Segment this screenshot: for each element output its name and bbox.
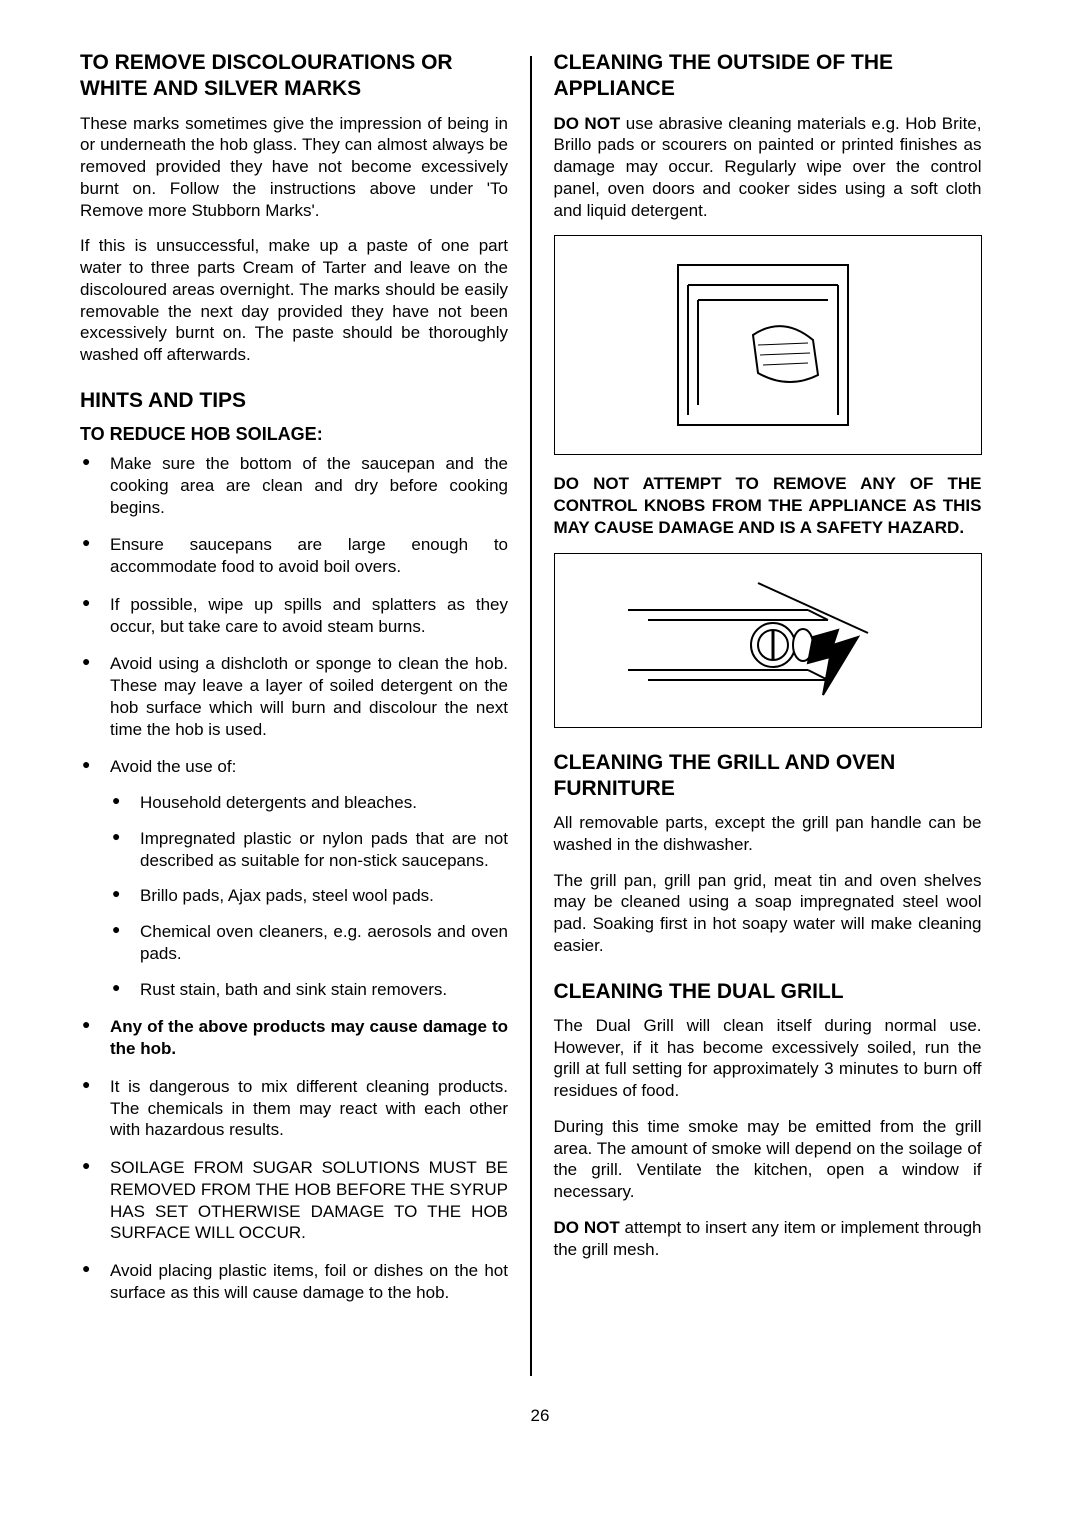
do-not-label: DO NOT — [554, 114, 621, 133]
para-dual-3: DO NOT attempt to insert any item or imp… — [554, 1217, 982, 1261]
heading-remove-discolourations: TO REMOVE DISCOLOURATIONS OR WHITE AND S… — [80, 50, 508, 103]
list-item: SOILAGE FROM SUGAR SOLUTIONS MUST BE REM… — [80, 1157, 508, 1244]
heading-hints-tips: HINTS AND TIPS — [80, 388, 508, 414]
list-item: Household detergents and bleaches. — [110, 792, 508, 814]
list-item: Avoid the use of: Household detergents a… — [80, 756, 508, 1000]
right-column: CLEANING THE OUTSIDE OF THE APPLIANCE DO… — [532, 50, 992, 1376]
left-column: TO REMOVE DISCOLOURATIONS OR WHITE AND S… — [70, 50, 530, 1376]
figure-oven-cleaning — [554, 235, 982, 455]
para-furn-2: The grill pan, grill pan grid, meat tin … — [554, 870, 982, 957]
warning-knobs: DO NOT ATTEMPT TO REMOVE ANY OF THE CONT… — [554, 473, 982, 538]
list-item-bold: Any of the above products may cause dama… — [80, 1016, 508, 1060]
nested-list: Household detergents and bleaches. Impre… — [110, 792, 508, 1000]
list-item: Ensure saucepans are large enough to acc… — [80, 534, 508, 578]
tips-list: Make sure the bottom of the saucepan and… — [80, 453, 508, 1304]
para-dual-2: During this time smoke may be emitted fr… — [554, 1116, 982, 1203]
heading-dual-grill: CLEANING THE DUAL GRILL — [554, 979, 982, 1005]
heading-cleaning-outside: CLEANING THE OUTSIDE OF THE APPLIANCE — [554, 50, 982, 103]
figure-knob-warning — [554, 553, 982, 728]
para-remove-2: If this is unsuccessful, make up a paste… — [80, 235, 508, 366]
para-furn-1: All removable parts, except the grill pa… — [554, 812, 982, 856]
heading-reduce-soilage: TO REDUCE HOB SOILAGE: — [80, 424, 508, 445]
list-item: Chemical oven cleaners, e.g. aerosols an… — [110, 921, 508, 965]
do-not-label: DO NOT — [554, 1218, 620, 1237]
list-item: Brillo pads, Ajax pads, steel wool pads. — [110, 885, 508, 907]
heading-grill-furniture: CLEANING THE GRILL AND OVEN FURNITURE — [554, 750, 982, 803]
list-item: Avoid placing plastic items, foil or dis… — [80, 1260, 508, 1304]
list-text: Avoid the use of: — [110, 757, 236, 776]
list-item: Rust stain, bath and sink stain removers… — [110, 979, 508, 1001]
page-number: 26 — [70, 1406, 1010, 1426]
para-dual-1: The Dual Grill will clean itself during … — [554, 1015, 982, 1102]
oven-cleaning-icon — [638, 255, 898, 435]
list-item: Impregnated plastic or nylon pads that a… — [110, 828, 508, 872]
knob-warning-icon — [608, 565, 928, 715]
para-remove-1: These marks sometimes give the impressio… — [80, 113, 508, 222]
two-column-layout: TO REMOVE DISCOLOURATIONS OR WHITE AND S… — [70, 50, 1010, 1376]
para-outside: DO NOT use abrasive cleaning materials e… — [554, 113, 982, 222]
list-item: It is dangerous to mix different cleanin… — [80, 1076, 508, 1141]
list-item: If possible, wipe up spills and splatter… — [80, 594, 508, 638]
list-item: Avoid using a dishcloth or sponge to cle… — [80, 653, 508, 740]
list-item: Make sure the bottom of the saucepan and… — [80, 453, 508, 518]
